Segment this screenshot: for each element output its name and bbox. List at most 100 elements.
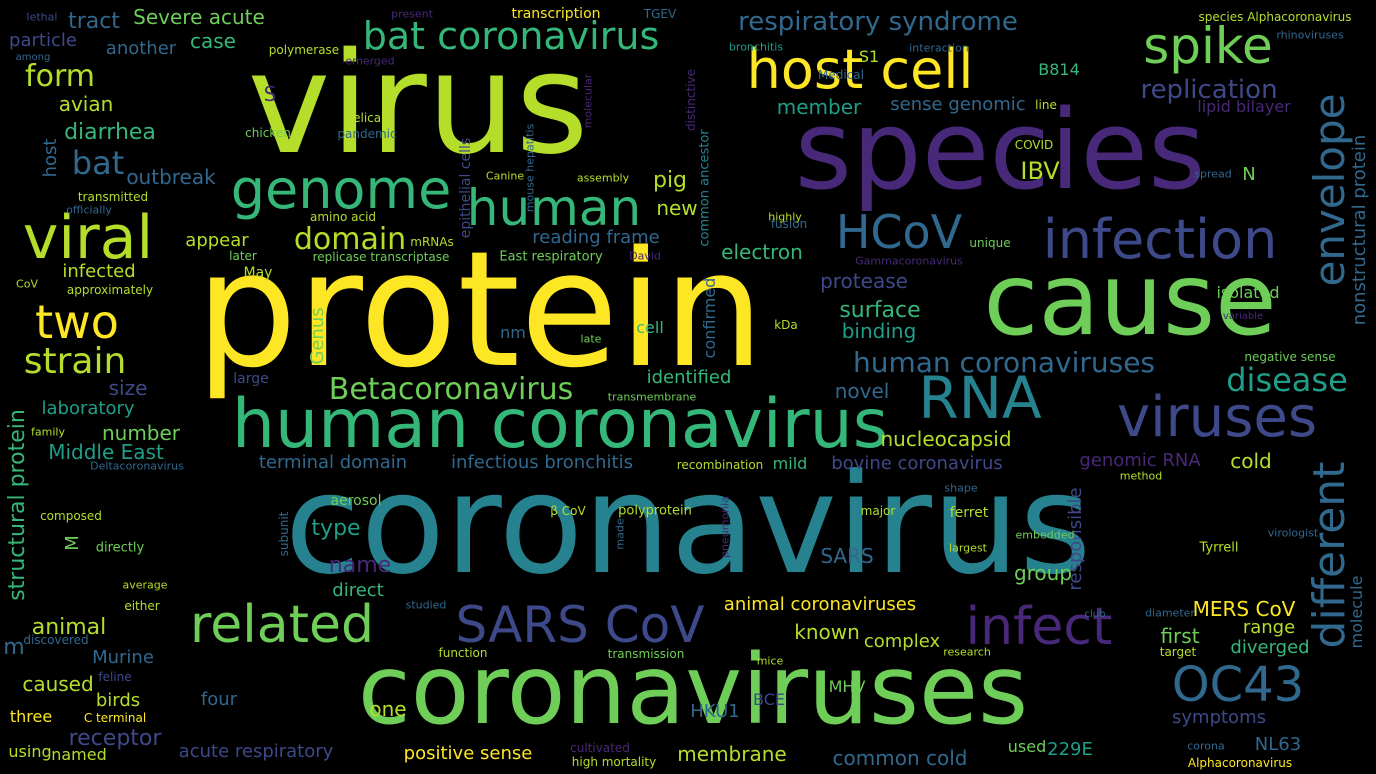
- word-nm: nm: [500, 323, 526, 342]
- word-one: one: [369, 697, 407, 721]
- word-replication: replication: [1140, 75, 1278, 105]
- word-species-alphacoronavirus: species Alphacoronavirus: [1198, 10, 1352, 24]
- word-east-respiratory: East respiratory: [499, 249, 603, 265]
- word-member: member: [776, 95, 862, 119]
- word-hcov: HCoV: [835, 205, 963, 259]
- word-coronavirus: coronavirus: [284, 444, 1092, 605]
- word-coronaviruses: coronaviruses: [357, 634, 1029, 746]
- word-tgev: TGEV: [643, 7, 677, 21]
- word-murine: Murine: [92, 647, 154, 668]
- word-made: made: [613, 518, 627, 550]
- word-surface: surface: [839, 298, 921, 323]
- word-medical: Medical: [818, 68, 864, 82]
- word-tyrrell: Tyrrell: [1199, 540, 1239, 556]
- word-cold: cold: [1230, 449, 1272, 473]
- word-m: M: [62, 535, 83, 551]
- word-new: new: [656, 196, 698, 220]
- word-line: line: [1035, 98, 1057, 112]
- word-spike: spike: [1143, 17, 1273, 75]
- word-group: group: [1013, 561, 1073, 585]
- word-respiratory-syndrome: respiratory syndrome: [738, 7, 1018, 37]
- word-subunit: subunit: [277, 511, 291, 557]
- word-fusion: fusion: [770, 217, 808, 231]
- word-rna: RNA: [918, 364, 1042, 432]
- word-first: first: [1160, 624, 1200, 648]
- word-particle: particle: [9, 30, 77, 51]
- word-binding: binding: [841, 319, 917, 343]
- word-bovine-coronavirus: bovine coronavirus: [831, 453, 1003, 474]
- word-transmitted: transmitted: [77, 190, 149, 204]
- word-variable: variable: [1222, 311, 1264, 322]
- word-symptoms: symptoms: [1172, 707, 1266, 728]
- word-shape: shape: [944, 481, 978, 495]
- word-infected: infected: [62, 261, 136, 282]
- word-corona: corona: [1187, 739, 1225, 753]
- word-composed: composed: [40, 509, 102, 523]
- word-recombination: recombination: [676, 458, 764, 472]
- word-emerged: emerged: [345, 54, 395, 68]
- word-direct: direct: [332, 580, 384, 601]
- word-genomic-rna: genomic RNA: [1079, 450, 1201, 471]
- word-replicase-transcriptase: replicase transcriptase: [312, 250, 450, 264]
- word-cov: CoV: [16, 277, 38, 291]
- word-betacoronavirus: Betacoronavirus: [328, 372, 574, 407]
- word-transmembrane: transmembrane: [607, 390, 697, 404]
- word-among: among: [15, 52, 51, 63]
- word-number: number: [101, 421, 181, 445]
- word-mouse-hepatitis: mouse hepatitis: [523, 123, 537, 213]
- word-research: research: [943, 645, 991, 659]
- word-virologist: virologist: [1267, 526, 1319, 540]
- word-two: two: [35, 295, 119, 349]
- word-appear: appear: [185, 230, 249, 251]
- word-case: case: [190, 29, 236, 53]
- word-officially: officially: [66, 203, 112, 217]
- word-using: using: [8, 742, 52, 761]
- word-rhinoviruses: rhinoviruses: [1276, 28, 1344, 42]
- word-aerosol: aerosol: [330, 493, 382, 509]
- word-novel: novel: [834, 379, 890, 403]
- word-family: family: [31, 425, 65, 439]
- word-different: different: [1304, 461, 1355, 649]
- word-tract: tract: [68, 9, 120, 34]
- word-avian: avian: [58, 92, 114, 116]
- word-transmission: transmission: [607, 647, 685, 661]
- word-isolated: isolated: [1216, 283, 1280, 302]
- word-present: present: [391, 7, 433, 21]
- word-animal-coronaviruses: animal coronaviruses: [723, 594, 917, 615]
- word-largest: largest: [949, 541, 987, 555]
- word-acute-respiratory: acute respiratory: [178, 741, 334, 762]
- word-middle-east: Middle East: [48, 440, 164, 464]
- word-large: large: [233, 371, 269, 387]
- word-n: N: [1242, 164, 1256, 185]
- word-bronchitis: bronchitis: [728, 40, 784, 54]
- word-known: known: [794, 620, 860, 644]
- word-deltacoronavirus: Deltacoronavirus: [90, 459, 184, 473]
- word-form: form: [25, 59, 95, 94]
- word-range: range: [1242, 617, 1296, 638]
- word-species: species: [794, 86, 1206, 214]
- word-identified: identified: [646, 367, 732, 388]
- word-protein: protein: [195, 216, 765, 403]
- word-spread: spread: [1194, 167, 1232, 181]
- word-kda: kDa: [774, 318, 798, 332]
- word-amino-acid: amino acid: [309, 210, 377, 224]
- word-pig: pig: [652, 168, 688, 193]
- word-unique: unique: [969, 236, 1011, 250]
- word-receptor: receptor: [68, 726, 162, 751]
- word-common-cold: common cold: [832, 746, 968, 770]
- word-molecule: molecule: [1347, 575, 1366, 649]
- word-ferret: ferret: [949, 505, 989, 521]
- word-nucleocapsid: nucleocapsid: [880, 427, 1012, 451]
- word-name: name: [328, 553, 392, 578]
- word-s: S: [263, 82, 277, 106]
- word-cultivated: cultivated: [570, 741, 630, 755]
- word-mers-cov: MERS CoV: [1192, 597, 1296, 621]
- word-used: used: [1007, 737, 1047, 756]
- word-severe-acute: Severe acute: [133, 5, 265, 29]
- word-diverged: diverged: [1230, 637, 1310, 658]
- word-transcription: transcription: [511, 6, 601, 22]
- word-reading-frame: reading frame: [532, 227, 660, 248]
- word-late: late: [580, 332, 602, 346]
- word-negative-sense: negative sense: [1244, 350, 1336, 364]
